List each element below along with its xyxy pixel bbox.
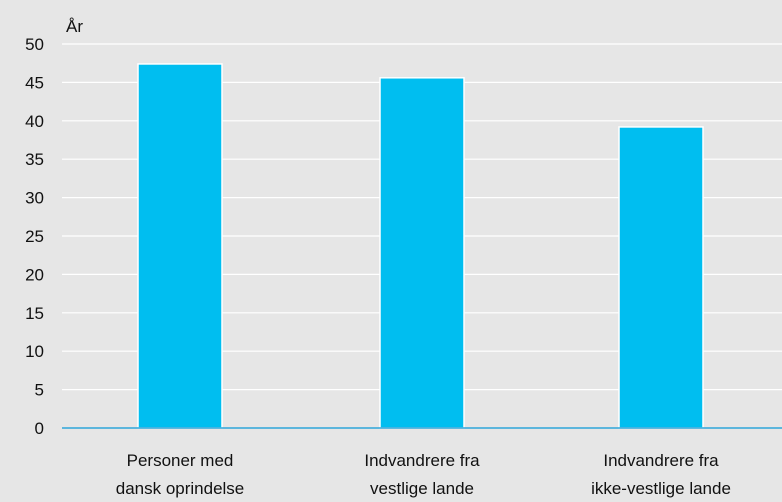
y-tick-label: 50 [25, 35, 44, 54]
y-tick-label: 30 [25, 189, 44, 208]
y-axis-tick-labels: 0 5 10 15 20 25 30 35 40 45 50 [25, 35, 44, 438]
y-tick-label: 45 [25, 73, 44, 92]
y-tick-label: 10 [25, 342, 44, 361]
y-tick-label: 0 [35, 419, 44, 438]
x-category-label-line: dansk oprindelse [116, 479, 245, 498]
bar [379, 77, 465, 429]
bar [137, 63, 223, 429]
y-tick-label: 35 [25, 150, 44, 169]
x-category-label-line: vestlige lande [370, 479, 474, 498]
x-category-label-line: Personer med [127, 451, 234, 470]
x-category-label: Indvandrere fra ikke-vestlige lande [591, 451, 731, 498]
x-category-label: Indvandrere fra vestlige lande [364, 451, 480, 498]
y-axis-unit-label: År [66, 17, 83, 36]
y-tick-label: 5 [35, 381, 44, 400]
x-category-label: Personer med dansk oprindelse [116, 451, 245, 498]
x-category-label-line: ikke-vestlige lande [591, 479, 731, 498]
y-tick-label: 15 [25, 304, 44, 323]
bar [618, 126, 704, 429]
y-tick-label: 40 [25, 112, 44, 131]
y-tick-label: 25 [25, 227, 44, 246]
x-category-label-line: Indvandrere fra [603, 451, 719, 470]
bars [137, 63, 704, 429]
x-axis-category-labels: Personer med dansk oprindelse Indvandrere … [116, 451, 731, 498]
x-category-label-line: Indvandrere fra [364, 451, 480, 470]
y-tick-label: 20 [25, 265, 44, 284]
